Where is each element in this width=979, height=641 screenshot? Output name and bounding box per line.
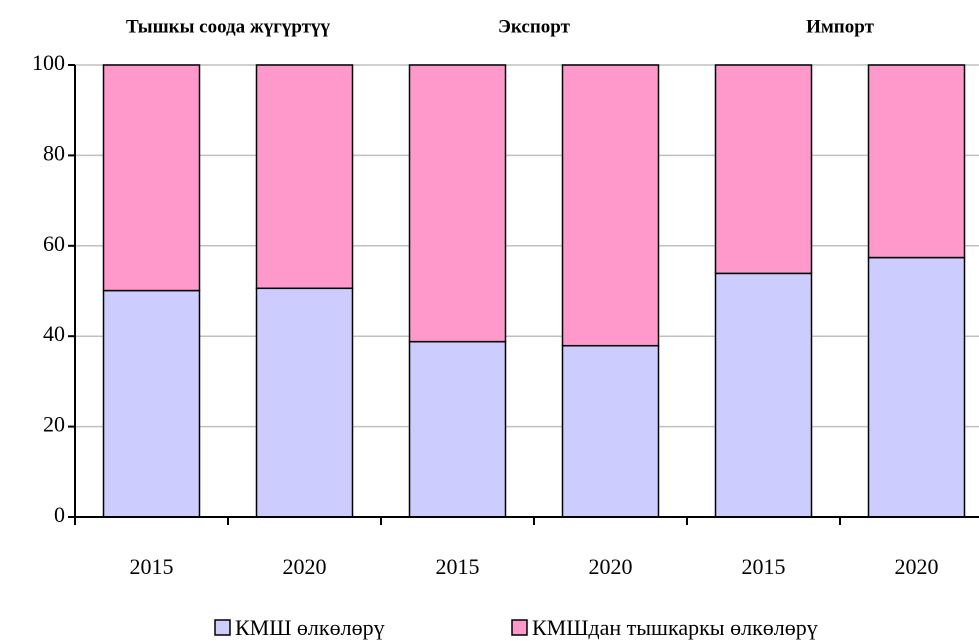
bar-segment	[714, 272, 813, 518]
group-label: Экспорт	[498, 16, 571, 37]
x-tick-label: 2015	[436, 554, 480, 579]
group-label: Тышкы соода жүгүртүү	[126, 16, 330, 37]
legend-label: КМШ өлкөлөрү	[235, 615, 385, 640]
legend-swatch	[511, 619, 528, 636]
bar-segment	[255, 64, 354, 290]
y-tick-label: 0	[54, 502, 65, 527]
bar-segment	[867, 64, 966, 259]
bar-segment	[408, 340, 507, 518]
bar-segment	[561, 344, 660, 518]
x-tick-label: 2015	[742, 554, 786, 579]
x-tick-label: 2020	[589, 554, 633, 579]
x-tick-label: 2020	[283, 554, 327, 579]
y-tick-label: 60	[43, 231, 65, 256]
group-label: Импорт	[806, 16, 874, 37]
y-tick-label: 80	[43, 140, 65, 165]
bar-segment	[867, 256, 966, 518]
legend-label: КМШдан тышкаркы өлкөлөрү	[532, 615, 818, 640]
bar-segment	[714, 64, 813, 275]
bar-segment	[102, 289, 201, 518]
x-tick-label: 2015	[130, 554, 174, 579]
y-tick-label: 20	[43, 412, 65, 437]
x-tick-label: 2020	[895, 554, 939, 579]
bar-segment	[102, 64, 201, 292]
bar-segment	[561, 64, 660, 347]
legend-swatch	[214, 619, 231, 636]
bar-segment	[255, 287, 354, 518]
y-tick-label: 40	[43, 321, 65, 346]
y-tick-label: 100	[32, 50, 65, 75]
bar-segment	[408, 64, 507, 343]
